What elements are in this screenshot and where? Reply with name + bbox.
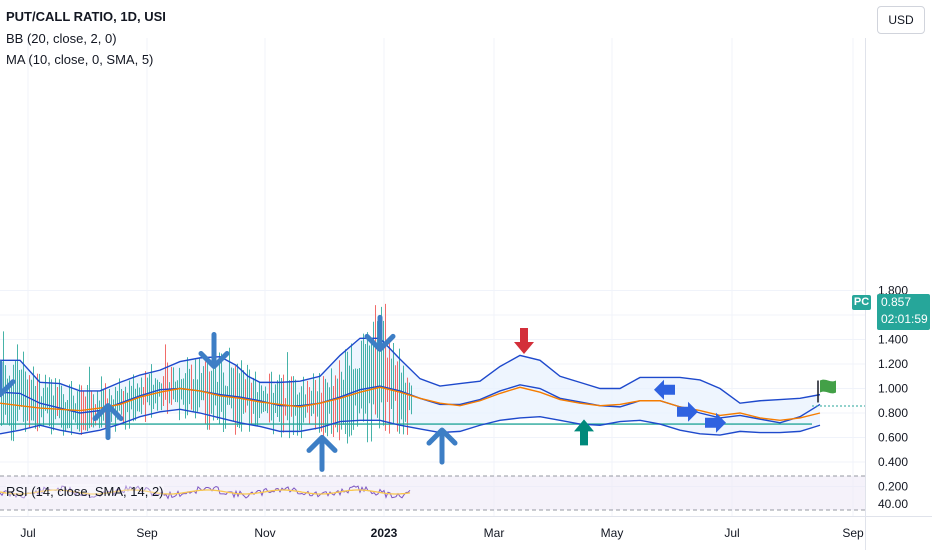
rsi-band-background — [0, 476, 865, 510]
time-tick-label: 2023 — [371, 526, 398, 540]
arrow-shape — [514, 327, 534, 354]
arrow-up-blue-icon — [92, 403, 124, 441]
arrow-stroke — [306, 434, 338, 472]
time-tick-label: Sep — [842, 526, 864, 540]
arrow-left-blue-icon — [654, 379, 675, 400]
arrow-shape — [654, 379, 675, 400]
arrow-stroke — [364, 314, 396, 352]
time-tick-label: Mar — [484, 526, 505, 540]
arrow-up-blue-icon — [426, 427, 458, 465]
symbol-tag: PC — [852, 295, 871, 310]
price-tick-label: 0.600 — [878, 431, 908, 445]
rsi-tick-label: 40.00 — [878, 497, 908, 511]
price-tick-label: 0.800 — [878, 406, 908, 420]
arrow-right-blue-icon — [705, 412, 726, 433]
last-price-value: 0.857 — [881, 295, 912, 309]
flag-cloth — [820, 379, 836, 394]
price-tick-label: 1.200 — [878, 357, 908, 371]
rsi-legend[interactable]: RSI (14, close, SMA, 14, 2) — [6, 484, 164, 499]
last-price-tag: 0.857 02:01:59 — [877, 294, 930, 330]
arrow-shape — [705, 412, 726, 433]
time-tick-label: Nov — [254, 526, 275, 540]
price-axis[interactable]: 1.8001.6001.4001.2001.0000.8000.6000.400… — [865, 38, 909, 550]
arrow-down-red-icon — [514, 327, 534, 354]
arrow-down-blue-icon — [198, 332, 230, 370]
rsi-pane — [0, 475, 865, 511]
price-tick-label: 0.400 — [878, 455, 908, 469]
legend-bollinger-bands[interactable]: BB (20, close, 2, 0) — [6, 31, 117, 46]
arrow-down-blue-icon — [364, 314, 396, 352]
arrow-up-green-icon — [574, 419, 594, 446]
flag-green-icon — [817, 379, 836, 403]
arrow-down-blue-icon — [0, 360, 16, 398]
time-axis[interactable]: Jul Sep Nov 2023 Mar May Jul Sep — [0, 516, 932, 541]
arrow-stroke — [426, 427, 458, 465]
bar-countdown: 02:01:59 — [881, 312, 928, 326]
arrow-stroke — [92, 403, 124, 441]
price-tick-label: 1.400 — [878, 333, 908, 347]
arrow-stroke — [0, 360, 16, 398]
grid — [0, 38, 865, 516]
rsi-sma-line — [0, 489, 411, 495]
legend-moving-average[interactable]: MA (10, close, 0, SMA, 5) — [6, 52, 154, 67]
arrow-right-blue-icon — [677, 401, 698, 422]
rsi-line — [0, 484, 411, 500]
time-tick-label: Jul — [724, 526, 739, 540]
currency-button[interactable]: USD — [877, 6, 925, 34]
time-tick-label: May — [601, 526, 624, 540]
time-tick-label: Jul — [20, 526, 35, 540]
arrow-shape — [677, 401, 698, 422]
time-tick-label: Sep — [136, 526, 158, 540]
chart-title[interactable]: PUT/CALL RATIO, 1D, USI — [6, 9, 166, 24]
price-tick-label: 1.000 — [878, 382, 908, 396]
arrow-up-blue-icon — [306, 434, 338, 472]
bb-upper-line — [0, 337, 821, 404]
arrow-shape — [574, 419, 594, 446]
arrow-stroke — [198, 332, 230, 370]
bb-lower-line — [0, 408, 821, 436]
annotations — [0, 314, 836, 472]
price-tick-label: 0.200 — [878, 480, 908, 494]
